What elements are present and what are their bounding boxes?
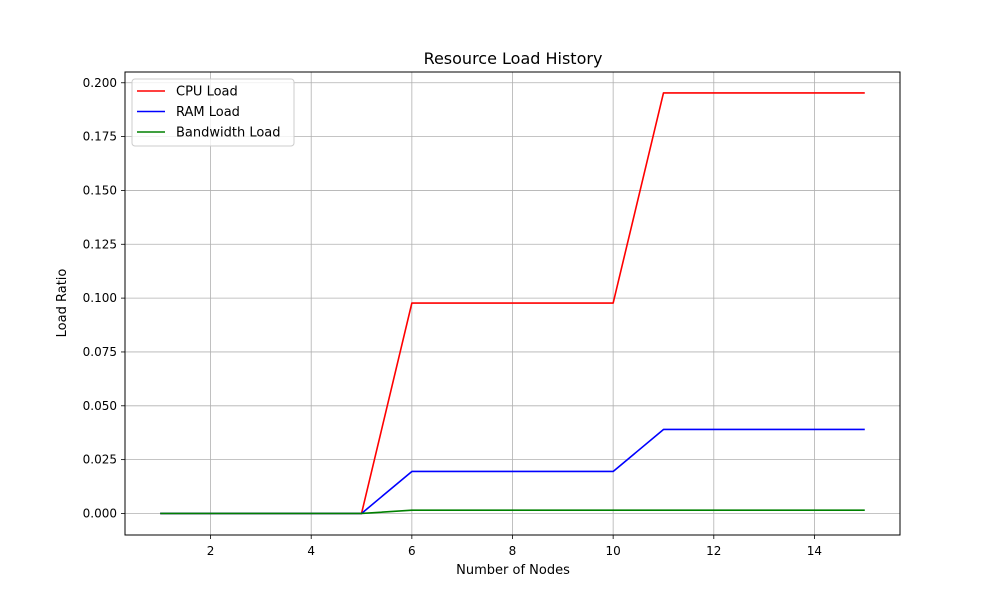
x-tick-label: 10 — [606, 544, 621, 558]
y-tick-label: 0.175 — [83, 130, 117, 144]
y-tick-label: 0.025 — [83, 453, 117, 467]
legend: CPU Load RAM Load Bandwidth Load — [131, 78, 295, 147]
y-tick-label: 0.100 — [83, 291, 117, 305]
x-tick-label: 14 — [807, 544, 822, 558]
y-axis-label: Load Ratio — [55, 269, 70, 338]
y-tick-label: 0.000 — [83, 506, 117, 520]
legend-box — [131, 78, 295, 147]
legend-label-ram-load: RAM Load — [176, 105, 240, 120]
x-tick-label: 4 — [307, 544, 315, 558]
y-tick-label: 0.075 — [83, 345, 117, 359]
x-tick-label: 6 — [408, 544, 416, 558]
x-axis-ticks: 2 4 6 8 10 12 14 — [207, 535, 822, 558]
y-axis-ticks: 0.000 0.025 0.050 0.075 0.100 0.125 0.150 0.175… — [83, 76, 125, 520]
legend-label-bandwidth-load: Bandwidth Load — [176, 126, 281, 141]
x-axis-label: Number of Nodes — [456, 563, 570, 578]
y-tick-label: 0.050 — [83, 399, 117, 413]
series-line-bandwidth-load — [160, 509, 865, 515]
y-tick-label: 0.200 — [83, 76, 117, 90]
y-tick-label: 0.150 — [83, 183, 117, 197]
legend-label-cpu-load: CPU Load — [176, 85, 238, 100]
x-tick-label: 12 — [706, 544, 721, 558]
grid — [125, 72, 900, 535]
x-tick-label: 8 — [509, 544, 517, 558]
y-tick-label: 0.125 — [83, 237, 117, 251]
x-tick-label: 2 — [207, 544, 215, 558]
series-lines — [160, 92, 865, 515]
chart-title: Resource Load History — [424, 49, 603, 68]
